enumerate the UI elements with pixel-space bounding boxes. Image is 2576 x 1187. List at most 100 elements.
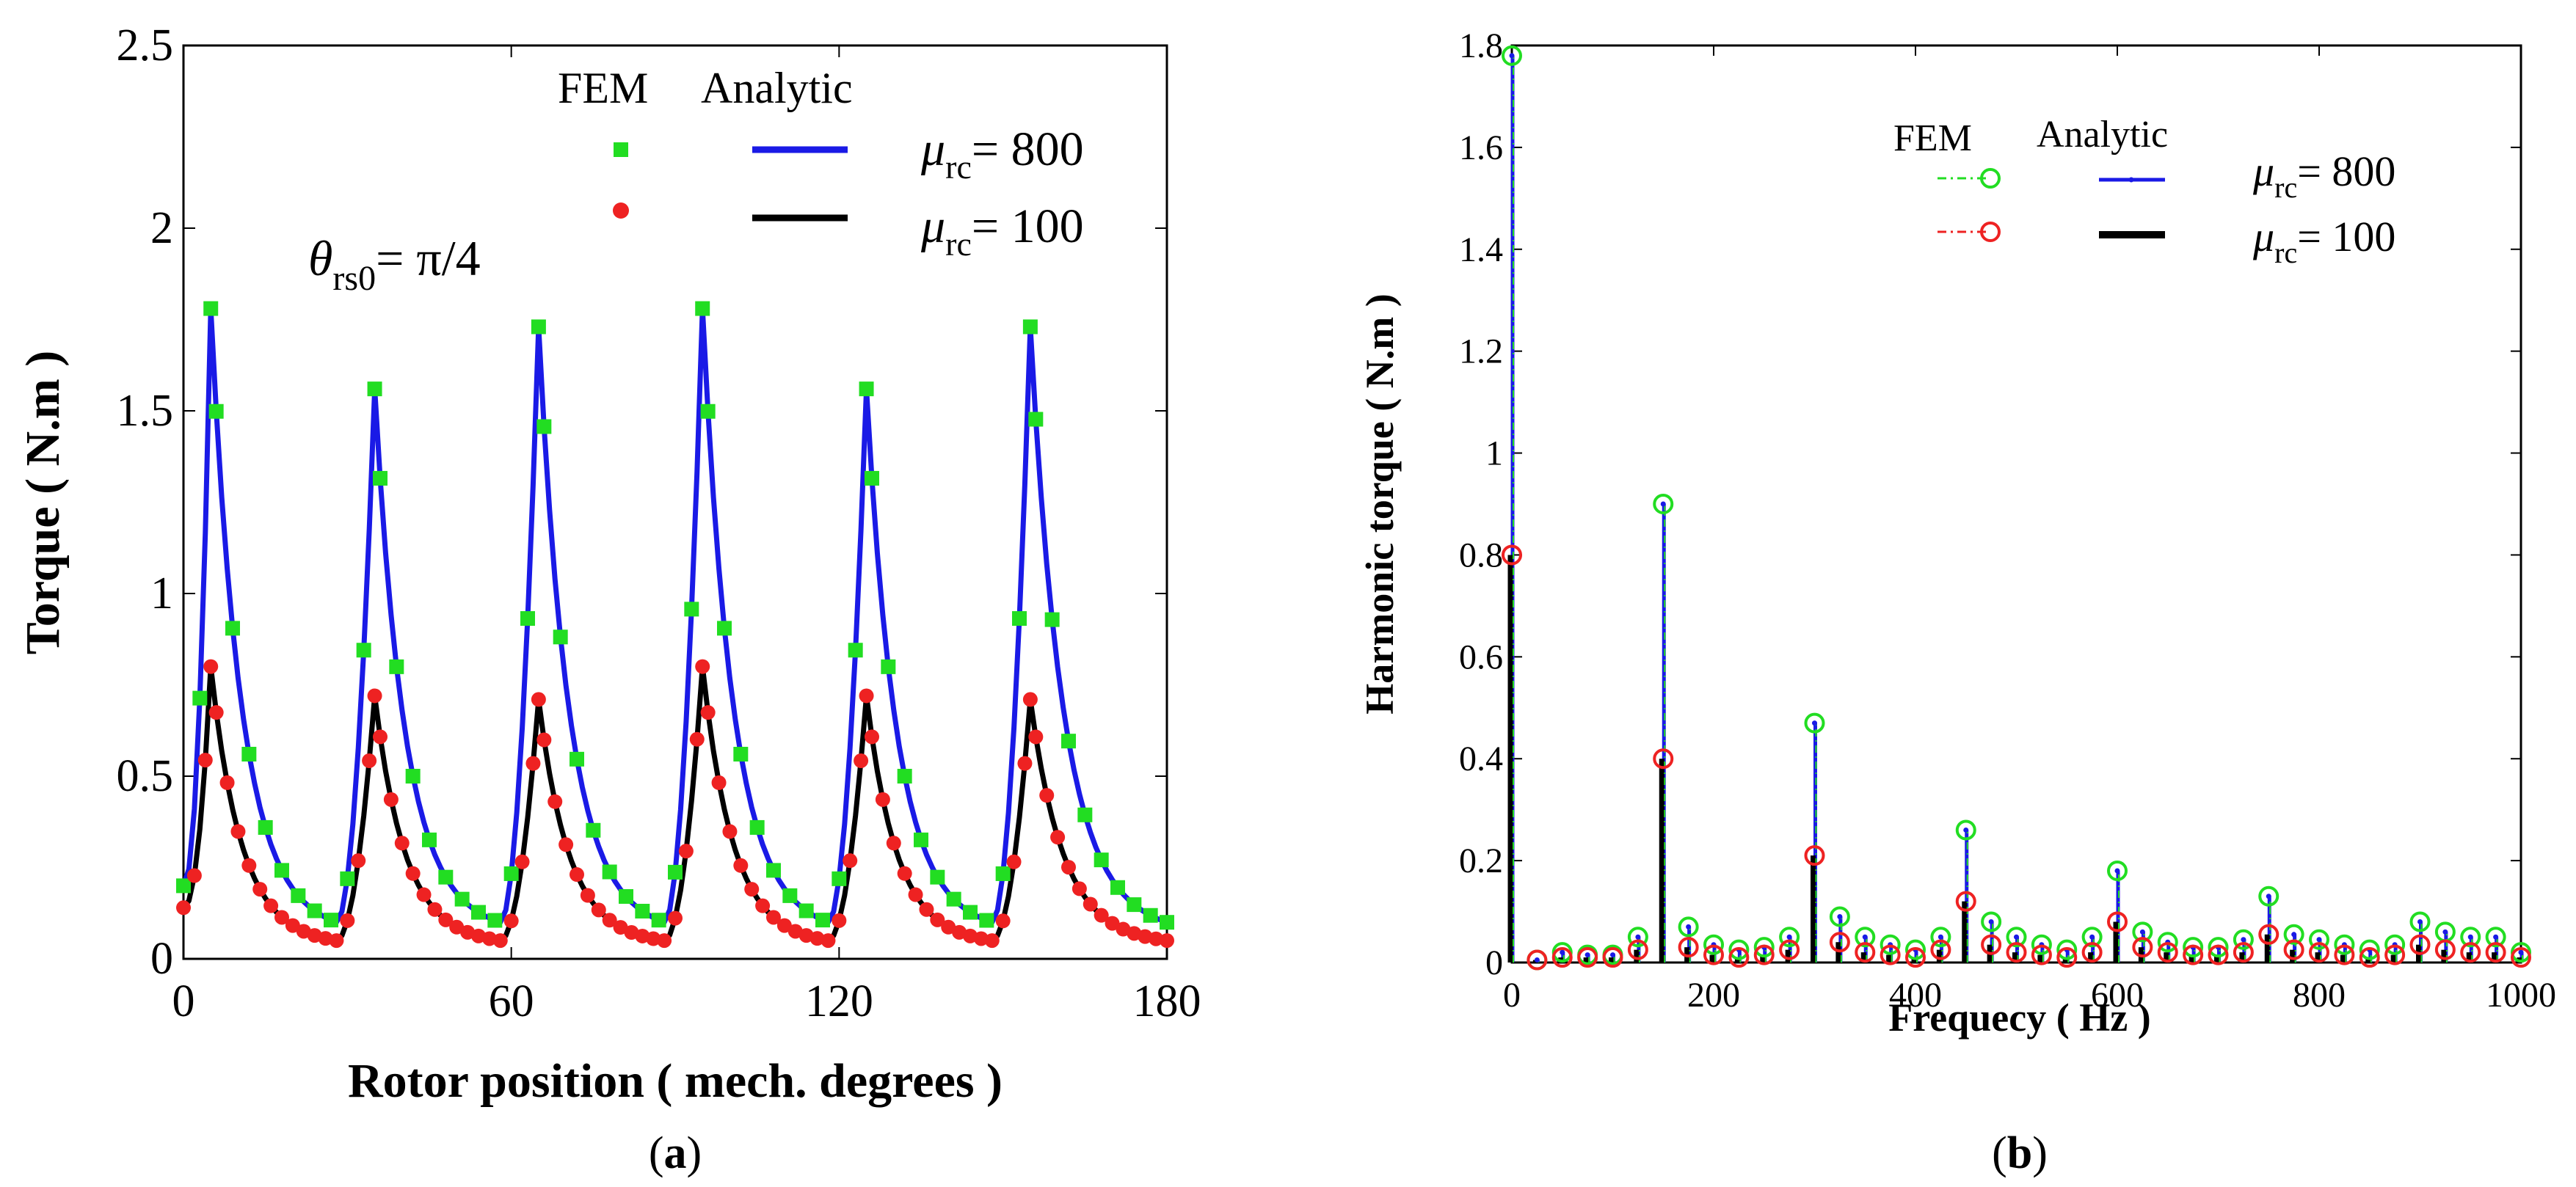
fem-circle-800 (2006, 927, 2027, 948)
fem-circle-100 (1930, 939, 1951, 960)
fem-circle-100 (1981, 934, 2002, 955)
x-tick-label-a: 60 (489, 976, 534, 1026)
fem-circle-800 (2334, 934, 2355, 955)
fem-circle-800 (2107, 861, 2128, 881)
fem-marker-800 (1044, 612, 1060, 627)
fem-marker-100 (416, 887, 432, 902)
fem-marker-800 (815, 913, 830, 928)
fem-marker-800 (832, 871, 847, 886)
fem-marker-100 (1050, 830, 1066, 845)
fem-marker-100 (285, 918, 300, 933)
fem-circle-800 (1855, 927, 1876, 948)
y-axis-label-b: Harmonic torque ( N.m ) (1358, 293, 1402, 714)
y-tick-label-a: 1.5 (117, 386, 174, 436)
fem-circle-100 (1627, 939, 1648, 960)
fem-circle-800 (2485, 927, 2506, 948)
fem-marker-800 (1094, 852, 1109, 868)
analytic-dot-800 (2316, 937, 2322, 943)
panel-a-torque-chart: 0 0.5 1 1.5 2 2.5 0 60 120 180 FEM Analytic μrc=… (16, 21, 1201, 1178)
legend-a-analytic-header: Analytic (701, 64, 853, 112)
analytic-dot-800 (1837, 914, 1843, 919)
fem-marker-100 (570, 867, 584, 883)
y-tick-label-b: 0.2 (1459, 841, 1503, 880)
legend-b: FEM Analytic μrc= 800 μrc= 100 (1893, 114, 2395, 269)
fem-marker-100 (602, 913, 617, 928)
fem-circle-800 (2258, 885, 2280, 907)
fem-circle-800 (1627, 927, 1648, 948)
fem-marker-100 (613, 920, 628, 935)
fem-marker-800 (684, 602, 699, 617)
analytic-dot-800 (2114, 868, 2120, 874)
analytic-dot-800 (1988, 918, 1994, 924)
fem-marker-100 (362, 753, 377, 768)
fem-marker-800 (798, 903, 814, 918)
fem-marker-100 (766, 910, 781, 925)
fem-marker-100 (875, 792, 890, 807)
legend-a: FEM Analytic μrc= 800 μrc= 100 (558, 64, 1084, 263)
fem-marker-800 (619, 888, 633, 904)
fem-marker-800 (520, 611, 535, 627)
fem-marker-100 (1160, 933, 1174, 949)
fem-marker-100 (1083, 896, 1098, 912)
fem-marker-100 (700, 705, 716, 720)
fem-marker-100 (1094, 907, 1109, 923)
fem-marker-800 (553, 629, 568, 645)
x-tick-label-b: 0 (1503, 976, 1521, 1015)
y-tick-label-b: 1.2 (1459, 332, 1503, 371)
fem-peak-marker-800 (859, 381, 874, 397)
plot-frame-b (1510, 44, 2522, 964)
fem-circle-800 (1905, 939, 1926, 960)
fem-circle-100 (2511, 947, 2531, 968)
fem-circle-100 (1905, 947, 1926, 968)
fem-circle-100 (2208, 944, 2229, 965)
fem-marker-800 (897, 769, 912, 784)
y-tick-label-b: 1.8 (1459, 26, 1503, 65)
fem-marker-100 (197, 753, 213, 768)
fem-peak-marker-800 (695, 301, 710, 316)
fem-circle-800 (2283, 924, 2304, 945)
fem-marker-100 (252, 882, 268, 897)
fem-circle-800 (2208, 937, 2229, 958)
fem-marker-800 (373, 470, 388, 486)
analytic-dot-800 (2139, 929, 2145, 935)
fem-marker-100 (514, 854, 530, 869)
fem-circle-100 (1829, 932, 1850, 953)
fem-marker-100 (973, 931, 989, 946)
fem-circle-100 (1753, 944, 1775, 965)
fem-marker-100 (865, 729, 879, 745)
fem-marker-800 (602, 864, 617, 880)
fem-peak-marker-100 (859, 688, 874, 704)
analytic-dot-800 (1534, 957, 1540, 963)
y-tick-label-b: 0.4 (1459, 739, 1503, 778)
fem-marker-800 (291, 888, 306, 903)
fem-marker-800 (1127, 897, 1142, 913)
analytic-dot-800 (2442, 929, 2448, 935)
fem-peak-marker-800 (367, 381, 382, 397)
fem-marker-100 (821, 933, 836, 949)
analytic-dot-800 (1509, 53, 1515, 59)
analytic-dot-800 (2291, 932, 2297, 938)
fem-marker-100 (580, 888, 595, 903)
fem-marker-800 (865, 470, 879, 486)
fem-marker-100 (427, 902, 443, 917)
fem-marker-800 (733, 746, 749, 761)
fem-marker-100 (1017, 756, 1033, 771)
fem-marker-100 (646, 931, 661, 946)
fem-marker-800 (454, 891, 470, 907)
fem-marker-800 (668, 864, 683, 880)
fem-circle-100 (2434, 939, 2456, 960)
fem-circle-100 (1502, 544, 1522, 566)
fem-circle-800 (1728, 939, 1750, 960)
fem-marker-100 (1149, 931, 1164, 946)
fem-marker-100 (1105, 916, 1120, 931)
fem-marker-800 (1028, 412, 1044, 427)
fem-marker-800 (1012, 611, 1027, 627)
fem-circle-100 (2460, 942, 2481, 963)
fem-marker-100 (591, 902, 606, 918)
fem-marker-100 (744, 882, 760, 897)
fem-circle-800 (1502, 45, 1522, 66)
fem-marker-800 (848, 643, 863, 658)
fem-marker-100 (1028, 729, 1044, 745)
fem-circle-800 (2309, 929, 2329, 950)
